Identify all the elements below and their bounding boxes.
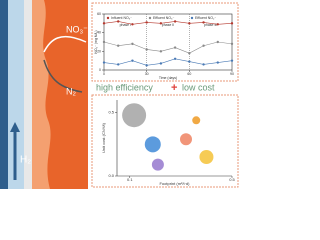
no3-arrow: [43, 35, 87, 53]
y-tick-label: 20: [97, 49, 101, 53]
x-tick-label: 0.5: [229, 177, 235, 182]
series-line: [103, 58, 233, 66]
bubble: [180, 133, 192, 146]
gas-layer: [8, 0, 24, 189]
point: [145, 48, 148, 51]
point: [188, 52, 191, 55]
banner-left: high efficiency: [96, 82, 153, 92]
x-tick-label: 0.1: [127, 177, 133, 182]
point: [131, 59, 134, 62]
point: [202, 63, 205, 66]
legend-label: Effluent NO₂⁻: [195, 16, 216, 20]
x-axis-label: Footprint (m²/t·d): [159, 181, 190, 186]
phase-label: phase II: [162, 23, 174, 27]
y-tick-label: 0: [99, 68, 101, 72]
point: [117, 20, 120, 23]
point: [145, 64, 148, 67]
banner-right: low cost: [182, 82, 215, 92]
point: [188, 60, 191, 63]
point: [230, 22, 234, 25]
y-tick-label: 60: [97, 12, 101, 16]
y-tick-label: 0.5: [108, 110, 114, 115]
x-tick-label: 30: [145, 72, 149, 76]
point: [145, 21, 148, 24]
point: [173, 20, 177, 23]
electrode: [0, 0, 8, 189]
y-tick-label: 0.0: [108, 173, 114, 178]
point: [188, 22, 191, 25]
point: [117, 63, 120, 66]
series-line: [103, 21, 233, 25]
bubble: [192, 116, 201, 125]
point: [216, 61, 219, 64]
top-frame: [91, 2, 239, 82]
no3-label: NO₃⁻: [66, 24, 88, 34]
graphical-abstract: H₂ NO₃⁻ N₂ high efficiency + low cost 0 2…: [0, 0, 239, 189]
n2-arrow: [43, 59, 83, 93]
point: [102, 61, 106, 64]
point: [159, 50, 163, 53]
y-tick-label: 40: [97, 31, 101, 35]
h2-label: H₂: [20, 155, 31, 166]
banner-plus: +: [171, 82, 177, 94]
point: [230, 42, 234, 46]
legend-marker: [190, 16, 194, 20]
y-axis-label: NO₃⁻ (mg N/L): [94, 30, 98, 53]
point: [102, 22, 106, 25]
legend-marker: [106, 16, 110, 20]
point: [173, 57, 177, 60]
point: [102, 40, 106, 44]
x-axis-label: Time (days): [159, 76, 177, 80]
point: [230, 59, 234, 62]
x-tick-label: 0: [103, 72, 105, 76]
bubble: [199, 150, 214, 164]
biofilm: [32, 0, 51, 189]
legend-label: Effluent NO₃⁻: [153, 16, 174, 20]
bubble: [151, 158, 164, 171]
membrane: [24, 0, 32, 189]
legend-marker: [148, 16, 152, 20]
h2-arrowhead: [10, 122, 20, 132]
bubble: [122, 103, 147, 128]
n2-label: N₂: [66, 86, 76, 96]
point: [117, 44, 120, 47]
point: [131, 42, 134, 46]
y-axis-label: Unit cost (CNY/t): [101, 122, 106, 153]
phase-label: phase I: [120, 23, 132, 27]
phase-label: phase III: [204, 23, 217, 27]
x-tick-label: 90: [230, 72, 234, 76]
bubble: [144, 136, 161, 153]
point: [202, 44, 205, 47]
point: [202, 21, 205, 24]
point: [159, 62, 163, 65]
point: [216, 23, 219, 26]
point: [131, 23, 134, 26]
point: [216, 40, 219, 44]
x-tick-label: 60: [187, 72, 191, 76]
legend-label: Influent NO₃⁻: [111, 16, 132, 20]
point: [173, 46, 177, 49]
series-line: [103, 41, 233, 54]
point: [159, 22, 163, 25]
bottom-frame: [91, 94, 239, 188]
